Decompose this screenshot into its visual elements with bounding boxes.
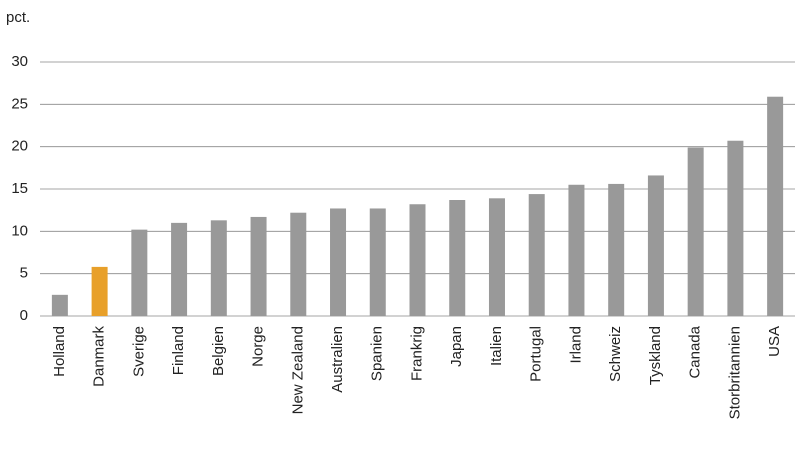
x-tick-label: Norge	[250, 326, 267, 367]
bar	[727, 140, 744, 316]
bar	[290, 212, 307, 316]
x-tick-label: Schweiz	[607, 326, 624, 382]
x-tick-label: Storbritannien	[726, 326, 743, 419]
bar	[91, 266, 108, 316]
bar	[687, 147, 704, 316]
x-tick-label: Tyskland	[647, 326, 664, 385]
bar	[131, 229, 148, 316]
x-tick-label: Japan	[448, 326, 465, 367]
bar	[330, 208, 347, 316]
x-tick-label: Sverige	[130, 326, 147, 377]
bar	[171, 222, 188, 316]
x-tick-label: Canada	[687, 325, 704, 378]
bar	[647, 175, 664, 316]
bar	[608, 183, 625, 316]
bar	[488, 198, 505, 316]
y-tick-label: 30	[11, 53, 28, 70]
x-tick-label: Holland	[51, 326, 68, 377]
y-tick-label: 5	[20, 265, 28, 282]
bar	[528, 194, 545, 316]
x-tick-label: Belgien	[210, 326, 227, 376]
x-tick-label: Portugal	[528, 326, 545, 382]
bar	[250, 216, 267, 316]
bar	[409, 204, 426, 316]
x-tick-label: Italien	[488, 326, 505, 366]
x-tick-label: USA	[766, 326, 783, 357]
x-tick-label: Danmark	[91, 326, 108, 387]
x-tick-label: New Zealand	[289, 326, 306, 414]
y-tick-label: 10	[11, 222, 28, 239]
y-tick-label: 0	[20, 307, 28, 324]
bar	[51, 294, 68, 316]
x-tick-label: Australien	[329, 326, 346, 393]
x-tick-label: Finland	[170, 326, 187, 375]
bar	[449, 200, 466, 316]
y-unit: pct.	[6, 9, 30, 26]
bar	[767, 96, 784, 316]
bar	[568, 184, 585, 316]
x-tick-label: Irland	[567, 326, 584, 364]
x-tick-label: Spanien	[369, 326, 386, 381]
y-tick-label: 20	[11, 138, 28, 155]
x-tick-label: Frankrig	[408, 326, 425, 381]
bar	[369, 208, 386, 316]
bar	[210, 220, 227, 316]
y-tick-label: 15	[11, 180, 28, 197]
y-tick-label: 25	[11, 95, 28, 112]
